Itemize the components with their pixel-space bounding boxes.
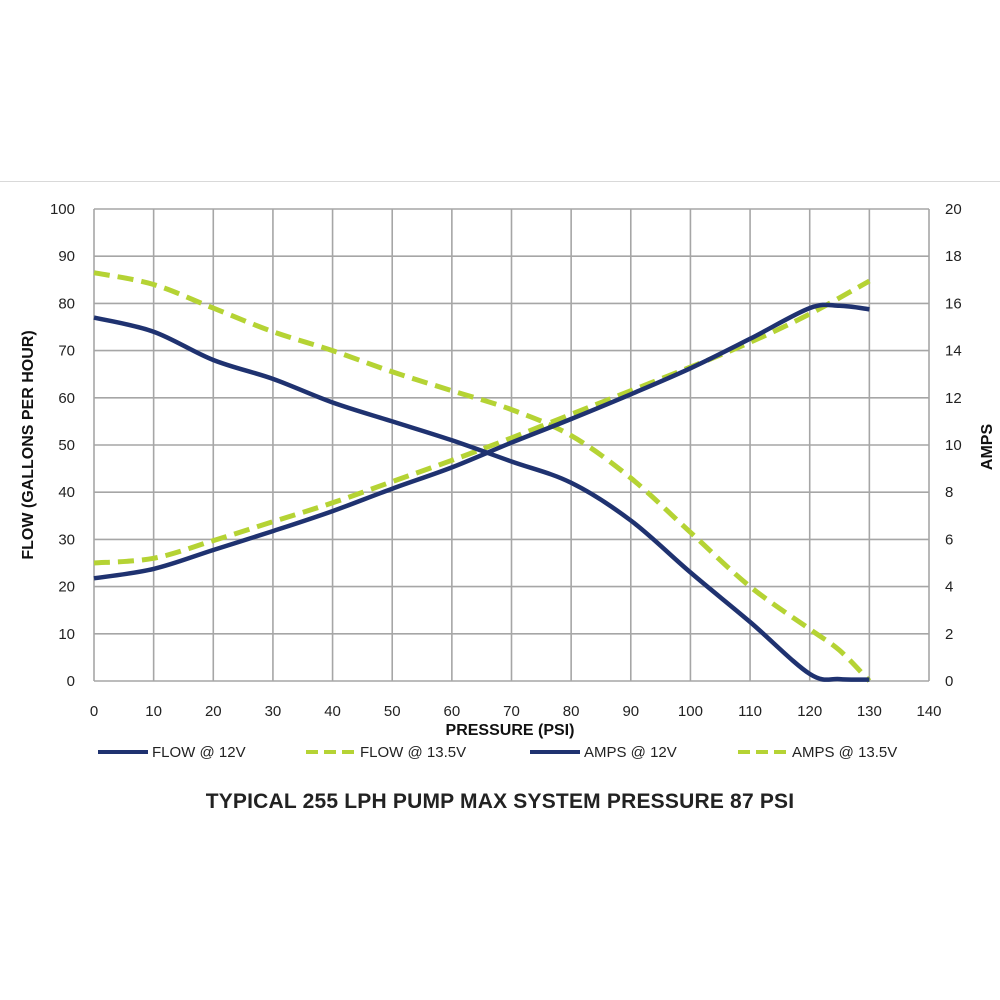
y2-tick-label: 6 xyxy=(945,531,953,548)
y-axis-ticks-left: 0 10 20 30 40 50 60 70 80 90 100 xyxy=(50,201,75,690)
x-tick-label: 100 xyxy=(678,703,703,720)
chart-legend: FLOW @ 12V FLOW @ 13.5V AMPS @ 12V AMPS @ 1… xyxy=(98,744,897,761)
y2-axis-title: AMPS xyxy=(979,424,996,471)
y2-tick-label: 2 xyxy=(945,626,953,643)
series-line-flow-12v xyxy=(93,315,870,682)
x-tick-label: 80 xyxy=(563,703,580,720)
y2-tick-label: 8 xyxy=(945,484,953,501)
x-tick-label: 10 xyxy=(145,703,162,720)
legend-label: AMPS @ 13.5V xyxy=(792,744,897,761)
series-line-amps-12v xyxy=(93,302,870,581)
legend-label: FLOW @ 12V xyxy=(152,744,246,761)
y2-tick-label: 14 xyxy=(945,343,962,360)
y2-tick-label: 16 xyxy=(945,295,962,312)
y-tick-label: 80 xyxy=(58,295,75,312)
y2-tick-label: 18 xyxy=(945,248,962,265)
series-line-flow-13-5v xyxy=(93,270,872,683)
x-tick-label: 50 xyxy=(384,703,401,720)
legend-label: AMPS @ 12V xyxy=(584,744,677,761)
x-tick-label: 70 xyxy=(503,703,520,720)
x-tick-label: 140 xyxy=(916,703,941,720)
y2-tick-label: 10 xyxy=(945,437,962,454)
x-tick-label: 110 xyxy=(738,703,762,720)
y-axis-title: FLOW (GALLONS PER HOUR) xyxy=(20,330,37,559)
x-tick-label: 20 xyxy=(205,703,222,720)
chart-grid xyxy=(93,208,930,682)
series-line-amps-13-5v xyxy=(93,278,871,566)
y2-tick-label: 4 xyxy=(945,579,953,596)
y2-tick-label: 0 xyxy=(945,673,953,690)
x-tick-label: 90 xyxy=(622,703,639,720)
x-tick-label: 120 xyxy=(797,703,822,720)
y-tick-label: 50 xyxy=(58,437,75,454)
top-divider xyxy=(0,181,1000,182)
y-tick-label: 60 xyxy=(58,390,75,407)
x-tick-label: 130 xyxy=(857,703,882,720)
x-axis-title: PRESSURE (PSI) xyxy=(446,722,575,739)
chart-title: TYPICAL 255 LPH PUMP MAX SYSTEM PRESSURE… xyxy=(205,790,795,813)
series-layer xyxy=(93,270,872,683)
y-tick-label: 100 xyxy=(50,201,75,218)
x-tick-label: 40 xyxy=(324,703,341,720)
y-axis-ticks-right: 0 2 4 6 8 10 12 14 16 18 20 xyxy=(945,201,962,690)
y-tick-label: 70 xyxy=(58,343,75,360)
y-tick-label: 30 xyxy=(58,531,75,548)
x-tick-label: 0 xyxy=(90,703,98,720)
y2-tick-label: 12 xyxy=(945,390,962,407)
y-tick-label: 40 xyxy=(58,484,75,501)
y-tick-label: 0 xyxy=(67,673,75,690)
x-tick-label: 60 xyxy=(444,703,461,720)
y-tick-label: 20 xyxy=(58,579,75,596)
y-tick-label: 90 xyxy=(58,248,75,265)
x-axis-ticks: 0 10 20 30 40 50 60 70 80 90 100 110 120 130 140 xyxy=(90,703,942,720)
legend-label: FLOW @ 13.5V xyxy=(360,744,466,761)
y2-tick-label: 20 xyxy=(945,201,962,218)
y-tick-label: 10 xyxy=(58,626,75,643)
x-tick-label: 30 xyxy=(265,703,282,720)
